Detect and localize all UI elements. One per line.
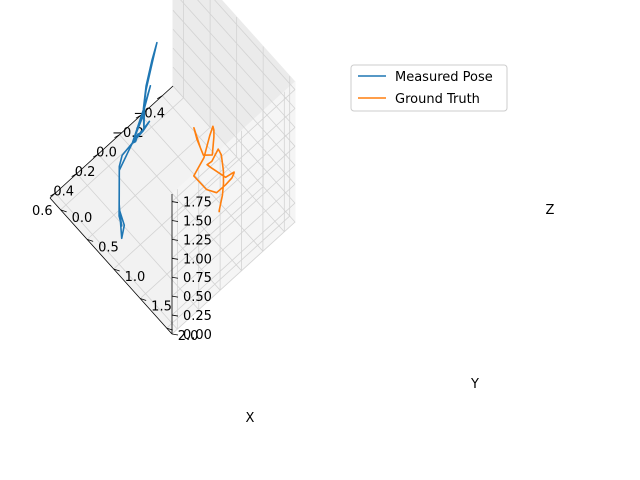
y-tick-mark-1 [87, 239, 94, 242]
x-tick-mark-2 [114, 134, 120, 139]
legend-frame [350, 64, 508, 112]
z-grid-back-7 [214, 0, 296, 90]
x-axis-label: X [246, 411, 255, 426]
x-grid-floor-5 [55, 192, 178, 330]
x-tick-mark-4 [71, 173, 77, 177]
y-grid-floor-4 [166, 215, 290, 329]
z-grid-back-1 [172, 66, 296, 204]
x-tick-label-4: 0.4 [53, 185, 74, 200]
x-tick-mark-3 [92, 153, 99, 158]
x-tick-label-0: −0.4 [134, 107, 166, 122]
y-grid-floor-0 [60, 97, 184, 211]
y-tick-label-2: 1.0 [125, 270, 146, 285]
z-axis-label: Z [546, 203, 555, 218]
x-tick-label-3: 0.2 [75, 165, 96, 180]
x-grid-floor-1 [140, 114, 264, 252]
z-grid-back-3 [172, 28, 296, 166]
z-grid-back-2 [172, 47, 296, 185]
series-line-measured-pose [118, 41, 158, 240]
axis-lines [49, 85, 179, 336]
z-grid-back-6 [197, 0, 296, 109]
x-grid-floor-4 [76, 173, 200, 310]
z-grid-side-0 [171, 221, 296, 335]
y-grid-floor-2 [113, 156, 237, 270]
z-grid-side-4 [171, 146, 296, 259]
y-tick-label-4: 2.0 [178, 329, 199, 344]
y-tick-mark-0 [60, 209, 67, 213]
z-tick-label-0: 0.00 [183, 328, 212, 343]
z-tick-label-5: 1.25 [183, 233, 212, 248]
y-tick-mark-3 [140, 298, 147, 301]
z-tick-mark-3 [171, 276, 179, 279]
y-tick-mark-2 [113, 268, 120, 272]
z-tick-label-1: 0.25 [183, 309, 212, 324]
z-tick-label-4: 1.00 [183, 252, 212, 267]
legend: Measured Pose Ground Truth [350, 64, 508, 112]
z-grid-back-0 [172, 85, 296, 223]
legend-label-measured-pose: Measured Pose [395, 70, 493, 85]
z-tick-mark-1 [171, 314, 179, 317]
y-grid-floor-3 [139, 186, 264, 299]
x-grid-floor-2 [119, 134, 242, 271]
series-line-ground-truth [193, 125, 235, 213]
z-tick-label-6: 1.50 [183, 214, 212, 229]
z-tick-mark-6 [171, 220, 179, 222]
y-tick-mark-4 [166, 327, 173, 331]
x-tick-mark-5 [50, 192, 56, 197]
z-grid-side-1 [171, 202, 296, 316]
z-tick-label-3: 0.75 [183, 271, 212, 286]
z-tick-mark-2 [171, 295, 179, 298]
y-axis-line [49, 197, 173, 335]
legend-label-ground-truth: Ground Truth [395, 92, 480, 107]
z-tick-mark-7 [171, 201, 179, 203]
z-tick-label-2: 0.50 [183, 290, 212, 305]
x-axis-line [49, 85, 174, 199]
z-grid-side-2 [171, 183, 296, 297]
z-tick-label-7: 1.75 [183, 196, 212, 211]
z-tick-mark-4 [171, 257, 179, 260]
z-grid-back-4 [172, 10, 296, 147]
x-tick-label-5: 0.6 [32, 204, 53, 219]
x-grid-floor-0 [162, 95, 285, 233]
z-grid-back-5 [180, 0, 296, 128]
y-tick-label-1: 0.5 [98, 240, 119, 255]
y-grid-floor-1 [86, 127, 211, 240]
z-grid-side-3 [171, 164, 296, 278]
y-tick-label-0: 0.0 [72, 211, 93, 226]
x-tick-mark-0 [157, 95, 163, 100]
x-tick-label-2: 0.0 [96, 146, 117, 161]
y-tick-label-3: 1.5 [151, 300, 172, 315]
z-grid-side-7 [171, 89, 296, 202]
z-tick-mark-5 [171, 239, 179, 241]
z-tick-mark-0 [171, 333, 179, 336]
data-series [118, 41, 235, 240]
z-grid-side-5 [171, 127, 296, 240]
z-grid-side-6 [171, 108, 296, 221]
x-tick-mark-1 [135, 114, 142, 119]
axis-labels: X Y Z [246, 203, 555, 426]
y-axis-label: Y [470, 377, 479, 392]
